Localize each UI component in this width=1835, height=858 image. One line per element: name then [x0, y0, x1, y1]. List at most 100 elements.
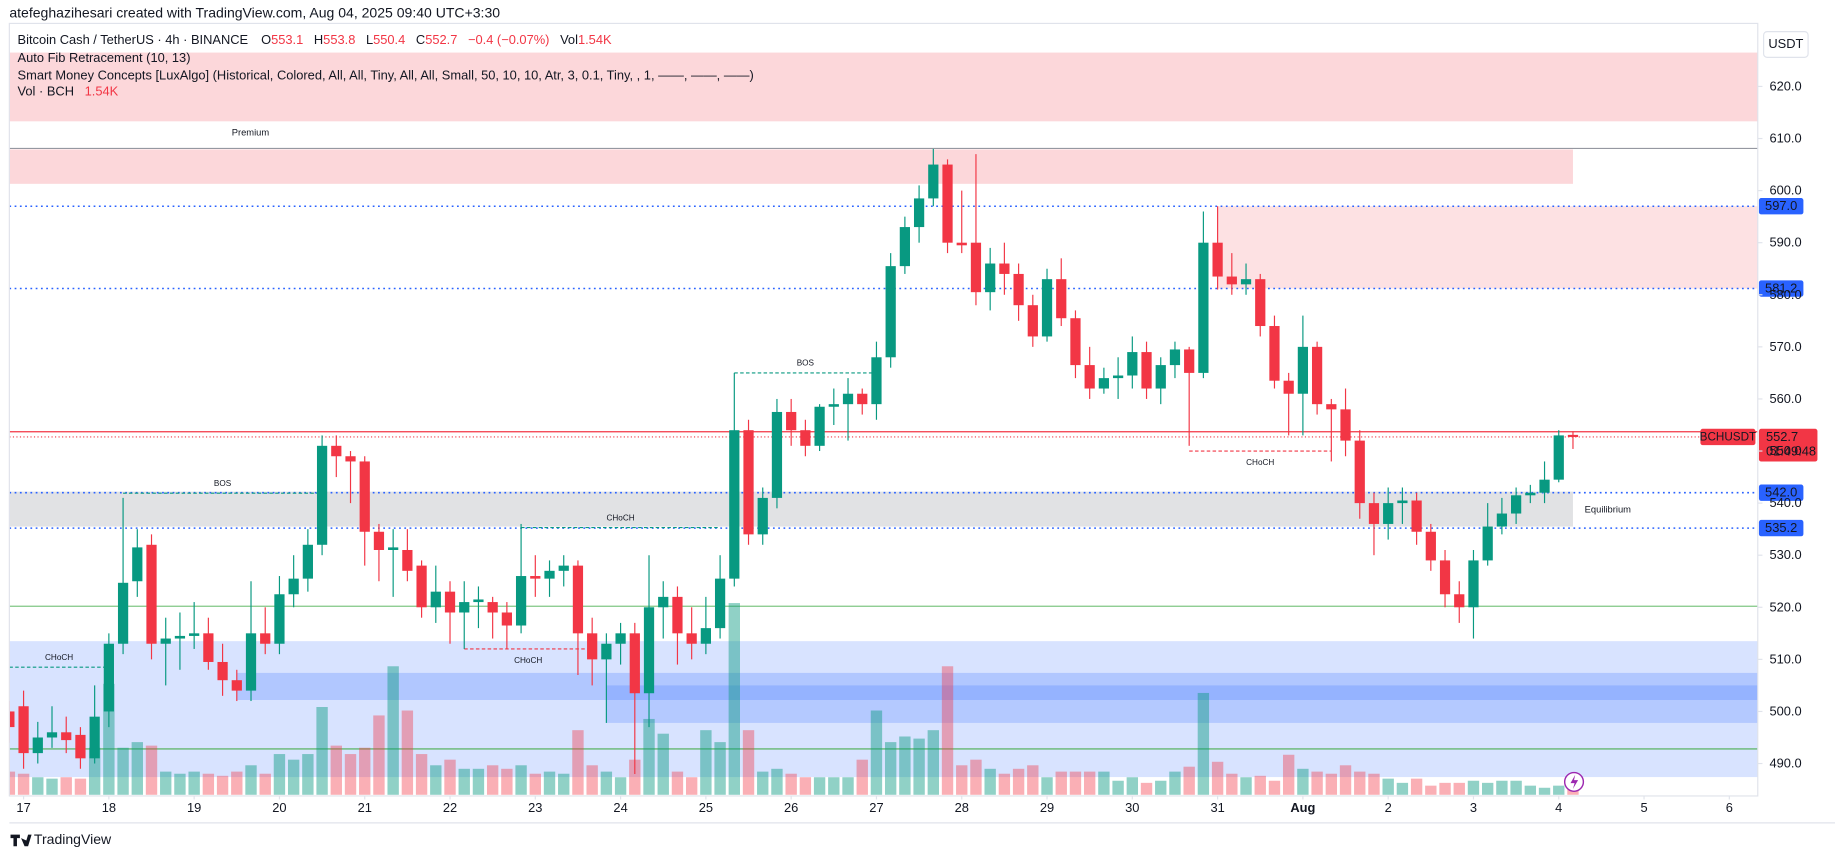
volume-bar — [32, 777, 44, 795]
candle-body — [331, 445, 342, 457]
volume-bar — [970, 759, 982, 795]
candle-body — [842, 393, 854, 405]
zone-label: Premium — [232, 128, 270, 138]
volume-bar — [1083, 771, 1096, 795]
volume-bar — [9, 771, 16, 795]
x-tick-label: 3 — [1470, 800, 1477, 815]
candle-body — [402, 549, 413, 571]
vol-name: Vol — [560, 32, 578, 47]
candle-body — [956, 242, 967, 246]
vol-indicator: Vol · BCH — [18, 84, 74, 99]
y-tick-label: 590.0 — [1769, 235, 1801, 250]
candle-body — [1056, 279, 1067, 319]
ohlc-name: H — [314, 32, 323, 47]
candle-body — [1198, 242, 1209, 373]
candle-body — [1482, 526, 1493, 561]
candle-body — [700, 628, 711, 644]
volume-bar — [1382, 778, 1394, 795]
candle-body — [61, 732, 72, 741]
candle-body — [1255, 279, 1266, 327]
volume-bar — [1282, 754, 1295, 795]
volume-bar — [1439, 782, 1451, 795]
volume-bar — [1183, 766, 1195, 795]
zone — [9, 52, 1758, 122]
volume-bar — [1524, 785, 1537, 795]
volume-bar — [941, 666, 954, 795]
volume-bar — [1496, 780, 1508, 795]
x-tick-label: 19 — [187, 800, 201, 815]
x-tick-label: 5 — [1640, 800, 1647, 815]
candle-body — [729, 430, 740, 579]
volume-bar — [998, 773, 1011, 795]
indicator: Smart Money Concepts [LuxAlgo] (Historic… — [18, 67, 754, 82]
y-tick-label: 500.0 — [1769, 703, 1801, 718]
vol-value: 1.54K — [578, 32, 612, 47]
change: −0.4 (−0.07%) — [468, 32, 549, 47]
volume-bar — [46, 778, 58, 795]
volume-bar — [1311, 771, 1323, 795]
structure-label: BOS — [214, 479, 232, 488]
brand-logo[interactable] — [10, 834, 32, 847]
candle-body — [686, 633, 697, 644]
y-tick-label: 530.0 — [1769, 547, 1801, 562]
zone — [9, 491, 1573, 527]
volume-bar — [444, 759, 456, 795]
candle-body — [1084, 365, 1095, 389]
zone — [9, 149, 1573, 184]
volume-bar — [401, 710, 414, 795]
x-tick-label: 27 — [869, 800, 883, 815]
candle-body — [1013, 273, 1024, 306]
candle-body — [515, 576, 527, 626]
candle-body — [444, 591, 456, 613]
zone — [606, 685, 1758, 723]
candle-body — [302, 544, 313, 579]
candle-body — [1425, 531, 1436, 561]
zones — [9, 52, 1758, 778]
candle-body — [89, 716, 100, 759]
brand[interactable]: TradingView — [34, 831, 112, 847]
y-tick-label: 540.0 — [1769, 495, 1801, 510]
volume-bar — [1055, 771, 1067, 795]
volume-bar — [515, 765, 527, 795]
volume-bar — [1254, 775, 1266, 795]
volume-bar — [1041, 777, 1053, 795]
volume-bar — [1368, 773, 1380, 795]
candle-body — [316, 445, 328, 545]
volume-bar — [344, 754, 357, 795]
x-tick-label: 30 — [1125, 800, 1139, 815]
alert-bolt — [1570, 774, 1579, 789]
zone — [1217, 206, 1758, 289]
volume-bar — [103, 683, 115, 795]
candle-body — [572, 565, 584, 634]
x-tick-label: 31 — [1210, 800, 1224, 815]
volume-bar — [373, 715, 385, 795]
ohlc-value: 553.1 — [271, 32, 303, 47]
volume-bar — [316, 707, 328, 795]
volume-bar — [813, 777, 826, 795]
volume-bar — [785, 773, 797, 795]
currency-box[interactable] — [1763, 31, 1809, 58]
x-tick-label: 26 — [784, 800, 798, 815]
candle-body — [629, 633, 640, 694]
candle-body — [530, 576, 541, 579]
volume-bar — [927, 730, 939, 795]
candle-body — [1340, 409, 1351, 441]
countdown: 01:49:48 — [1766, 444, 1816, 459]
volume-bar — [1098, 771, 1110, 795]
currency[interactable]: USDT — [1768, 36, 1803, 51]
volume-bar — [1012, 768, 1025, 795]
y-tick-label: 620.0 — [1769, 78, 1801, 93]
candle-body — [1226, 276, 1237, 285]
volume-bar — [1453, 782, 1465, 795]
candle-body — [1525, 492, 1536, 496]
volume-bar — [245, 765, 257, 795]
volume-bar — [1169, 771, 1181, 795]
volume-bar — [486, 765, 499, 795]
candle-body — [928, 164, 939, 199]
volume-bar — [600, 771, 613, 795]
candle-body — [970, 242, 982, 293]
candle-body — [473, 599, 484, 603]
volume-bar — [1069, 771, 1082, 795]
volume-bar — [1140, 782, 1153, 795]
structure-label: CHoCH — [514, 656, 542, 665]
